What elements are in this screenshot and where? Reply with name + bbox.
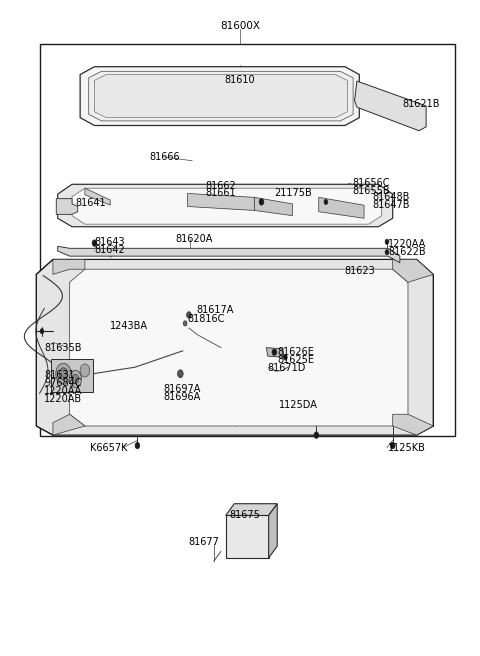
Polygon shape	[319, 197, 364, 218]
Circle shape	[385, 250, 389, 255]
Text: 1125DA: 1125DA	[279, 400, 318, 410]
Text: 81610: 81610	[225, 75, 255, 85]
Text: 1243BA: 1243BA	[110, 321, 148, 331]
Text: 81697A: 81697A	[164, 384, 201, 394]
Circle shape	[272, 349, 277, 356]
Circle shape	[385, 239, 389, 245]
Text: 81622B: 81622B	[388, 247, 426, 256]
Polygon shape	[226, 504, 277, 516]
Polygon shape	[269, 504, 277, 558]
Text: K6657K: K6657K	[90, 443, 127, 453]
Circle shape	[69, 371, 82, 388]
Text: 81635B: 81635B	[44, 342, 82, 352]
Circle shape	[259, 199, 264, 205]
Text: 81600X: 81600X	[220, 21, 260, 31]
Circle shape	[283, 355, 287, 360]
Polygon shape	[53, 414, 85, 435]
Text: 97684C: 97684C	[44, 378, 82, 388]
Polygon shape	[226, 516, 269, 558]
Text: 81696A: 81696A	[164, 392, 201, 401]
Polygon shape	[51, 359, 93, 392]
Text: 81623: 81623	[344, 266, 375, 276]
Text: 81625E: 81625E	[277, 355, 314, 365]
Polygon shape	[53, 259, 85, 274]
Text: 1220AA: 1220AA	[388, 239, 426, 249]
Text: 1220AB: 1220AB	[44, 394, 83, 404]
Text: 81656C: 81656C	[352, 178, 390, 188]
Text: 81642: 81642	[95, 245, 125, 255]
Text: 1125KB: 1125KB	[388, 443, 426, 453]
Text: 81675: 81675	[229, 510, 260, 520]
Text: 81648B: 81648B	[372, 192, 410, 202]
Polygon shape	[393, 259, 433, 282]
Polygon shape	[80, 67, 360, 125]
Polygon shape	[254, 197, 292, 216]
Polygon shape	[188, 194, 254, 211]
Text: 81662: 81662	[205, 180, 236, 191]
Circle shape	[187, 312, 192, 318]
Text: 1220AA: 1220AA	[44, 386, 83, 396]
Text: 81617A: 81617A	[196, 305, 233, 316]
Text: 81621B: 81621B	[402, 99, 440, 109]
Polygon shape	[393, 414, 433, 435]
Text: 81631: 81631	[44, 370, 75, 380]
Text: 21175B: 21175B	[275, 188, 312, 198]
Text: 81647B: 81647B	[372, 200, 410, 210]
Circle shape	[183, 321, 187, 326]
Text: 81666: 81666	[149, 152, 180, 162]
Text: 81661: 81661	[205, 188, 236, 198]
Text: 81816C: 81816C	[188, 314, 225, 324]
Polygon shape	[72, 188, 382, 224]
Polygon shape	[85, 188, 110, 205]
Polygon shape	[89, 72, 353, 121]
Circle shape	[72, 375, 79, 384]
Polygon shape	[36, 259, 433, 435]
Polygon shape	[95, 75, 348, 117]
Text: 81655B: 81655B	[352, 186, 390, 197]
Text: 81677: 81677	[189, 537, 219, 547]
Circle shape	[92, 240, 97, 247]
Circle shape	[40, 329, 44, 334]
Circle shape	[80, 364, 90, 377]
Circle shape	[59, 368, 68, 380]
Text: 81626E: 81626E	[277, 347, 314, 357]
Text: 81643: 81643	[95, 237, 125, 247]
Text: 81620A: 81620A	[176, 234, 213, 243]
Text: 81641: 81641	[75, 197, 106, 207]
Circle shape	[56, 363, 71, 384]
Circle shape	[314, 432, 319, 438]
Polygon shape	[39, 44, 455, 436]
Polygon shape	[58, 184, 393, 227]
Polygon shape	[56, 199, 78, 215]
Circle shape	[324, 199, 328, 205]
Polygon shape	[355, 81, 426, 131]
Circle shape	[178, 370, 183, 378]
Circle shape	[390, 442, 395, 449]
Text: 81671D: 81671D	[268, 363, 306, 373]
Polygon shape	[70, 269, 408, 426]
Circle shape	[135, 442, 140, 449]
Polygon shape	[266, 348, 284, 358]
Polygon shape	[58, 247, 400, 262]
